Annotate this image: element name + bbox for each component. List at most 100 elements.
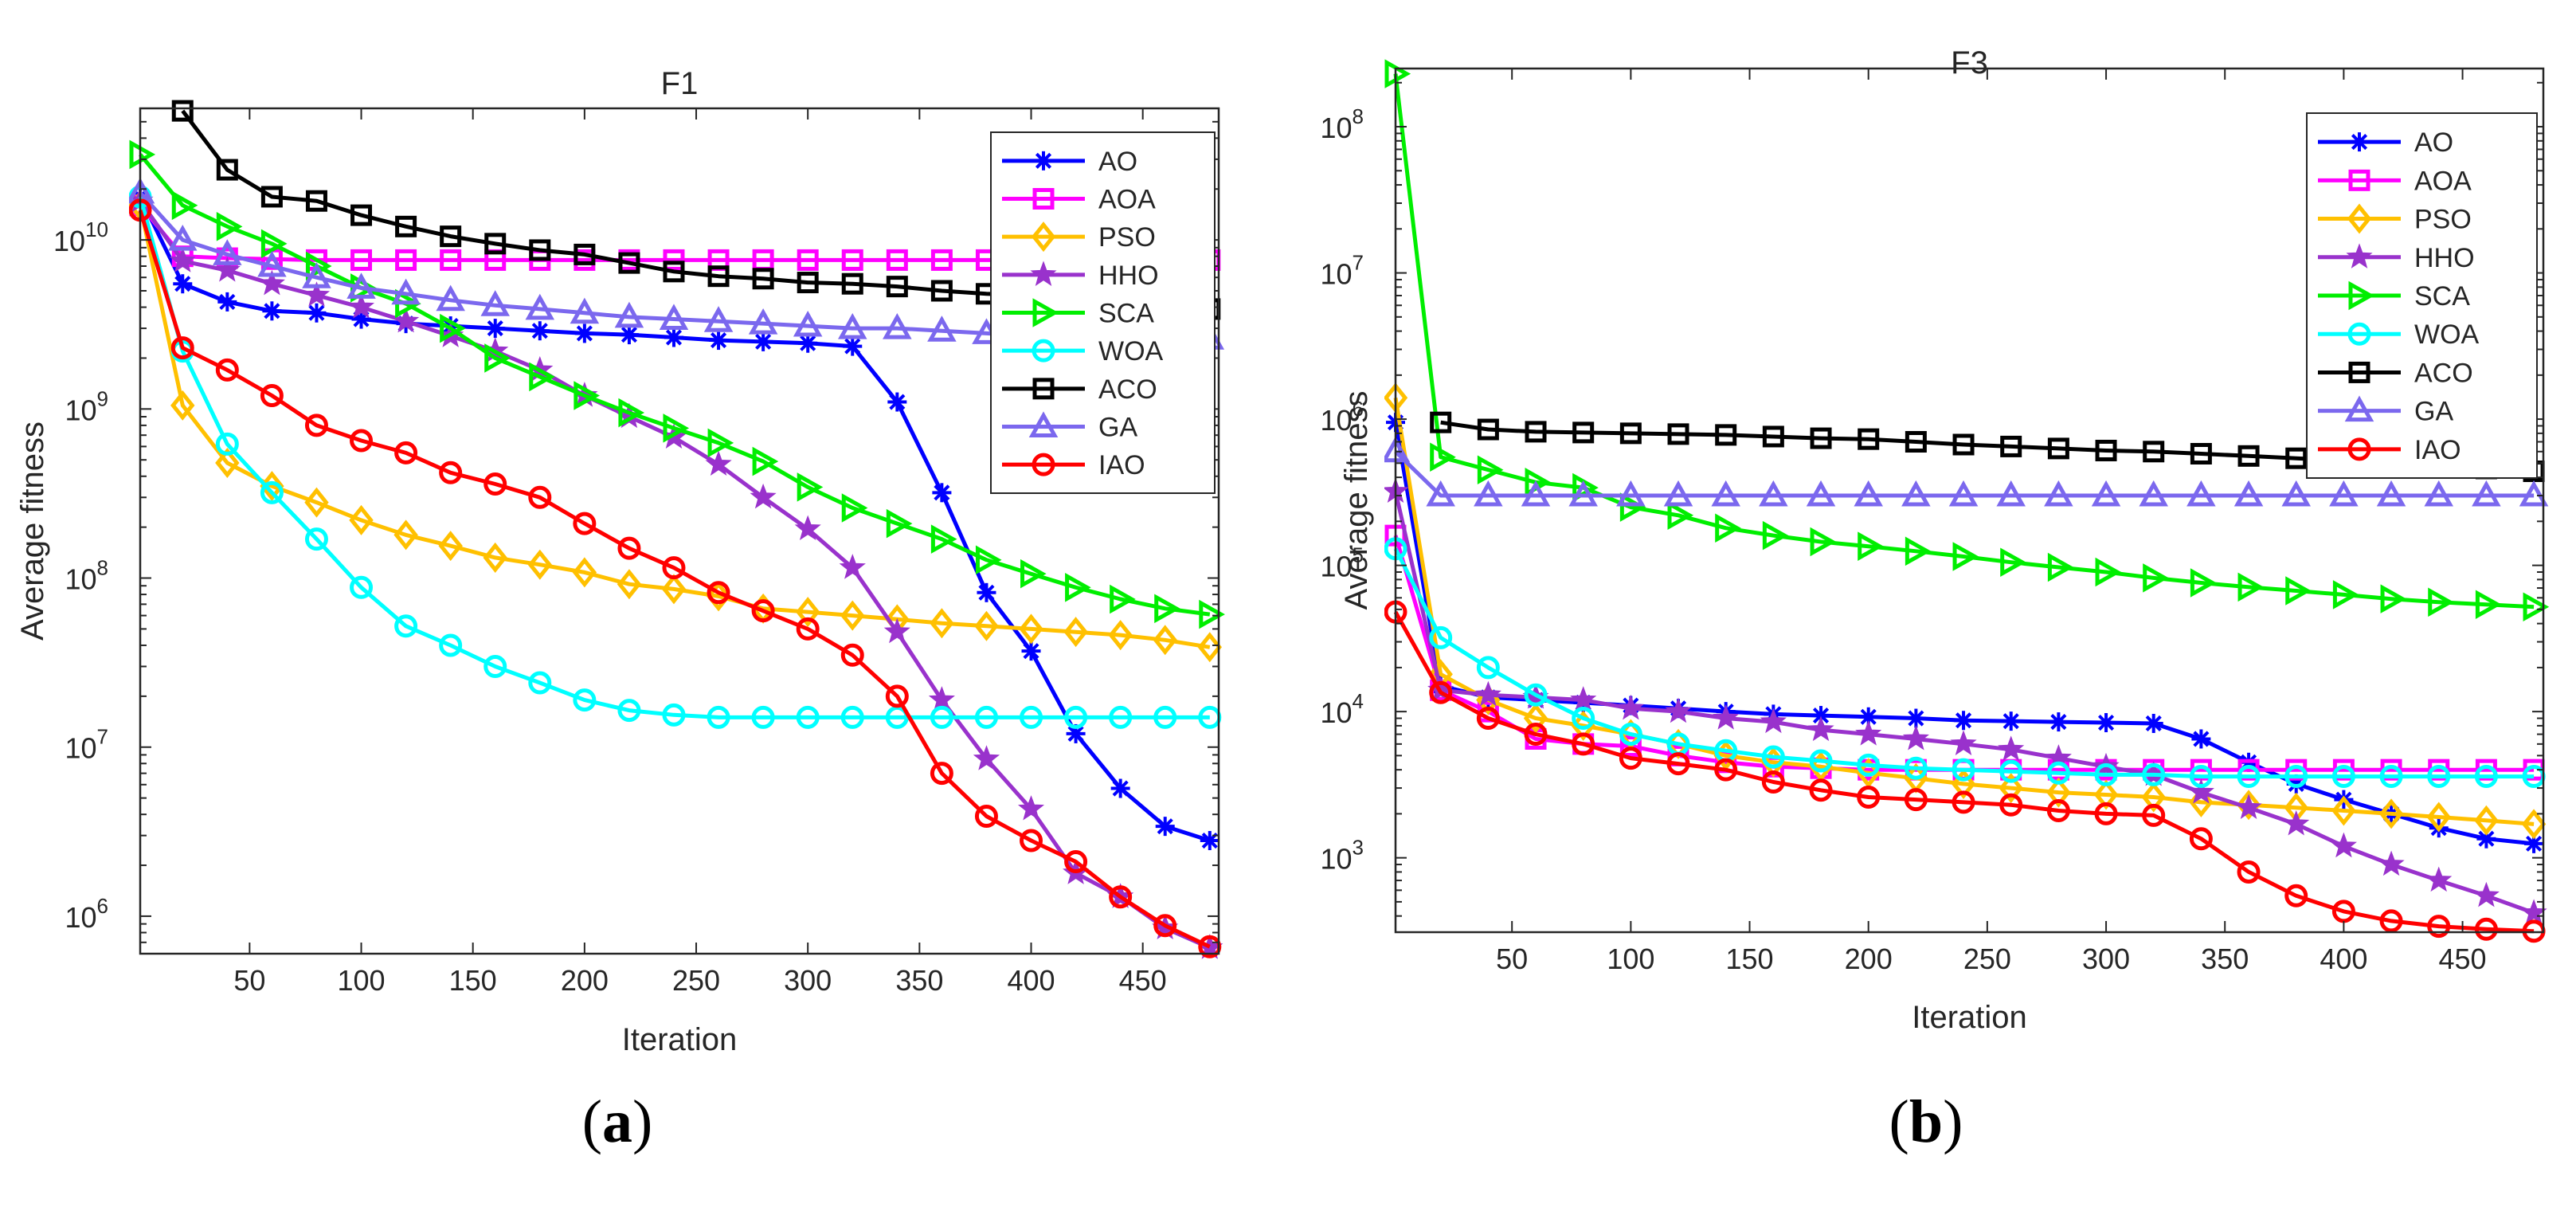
marker-aco (260, 186, 283, 208)
marker-ga (1521, 480, 1551, 507)
marker-sca (1905, 536, 1932, 566)
legend-marker (2344, 395, 2374, 422)
marker-woa (260, 480, 284, 504)
chart-title: F3 (1951, 45, 1988, 80)
marker-sca (1020, 559, 1047, 589)
marker-woa (1020, 705, 1043, 729)
marker-ga (1806, 480, 1836, 507)
marker-iao (2284, 884, 2308, 907)
y-tick-label: 109 (65, 386, 108, 426)
marker-iao (2331, 900, 2355, 923)
marker-iao (1619, 747, 1642, 770)
marker-iao (1572, 732, 1595, 756)
marker-pso (840, 600, 865, 631)
marker-woa (573, 688, 597, 712)
line-woa (1393, 547, 2535, 779)
marker-iao (1524, 723, 1548, 747)
marker-iao (1476, 707, 1500, 731)
legend-label: IAO (2414, 435, 2461, 465)
marker-hho (883, 617, 910, 644)
x-tick-label: 50 (1496, 943, 1528, 975)
line-pso (1393, 397, 2535, 826)
y-tick-label: 108 (1320, 104, 1364, 144)
marker-aco (1762, 425, 1784, 448)
marker-ga (1426, 480, 1455, 507)
marker-woa (2142, 762, 2166, 786)
x-tick-label: 150 (1725, 943, 1773, 975)
marker-iao (2379, 909, 2403, 933)
marker-ga (213, 239, 242, 265)
marker-hho (2378, 850, 2405, 876)
marker-ga (1616, 480, 1646, 507)
marker-hho (928, 686, 955, 711)
legend-marker (2347, 437, 2371, 461)
marker-ga (659, 304, 689, 331)
panel-label-a: (a) (582, 1088, 653, 1155)
marker-aco (305, 190, 327, 212)
marker-sca (2332, 580, 2359, 610)
legend-item-ga: GA (1002, 411, 1137, 443)
marker-woa (1572, 707, 1595, 731)
legend: AO AOA PSO HHO SCA WOA ACO GA IAO (990, 131, 1216, 494)
marker-iao (1714, 758, 1738, 782)
marker-hho (303, 281, 331, 307)
y-tick-label: 1010 (53, 218, 108, 257)
marker-iao (483, 472, 507, 496)
marker-sca (1810, 527, 1837, 557)
marker-iao (2237, 860, 2261, 884)
marker-aoa (350, 249, 373, 271)
marker-woa (2427, 765, 2451, 789)
marker-aco (2237, 445, 2260, 467)
marker-ao (1954, 711, 1974, 731)
marker-hho (794, 515, 821, 541)
marker-woa (796, 705, 820, 729)
marker-woa (1619, 723, 1642, 747)
marker-ga (2376, 480, 2406, 507)
marker-iao (394, 441, 418, 464)
marker-woa (1476, 656, 1500, 680)
legend-item-aoa: AOA (1002, 185, 1156, 215)
x-tick-label: 300 (784, 964, 832, 997)
marker-iao (2046, 799, 2070, 823)
marker-sca (707, 428, 734, 458)
legend-item-hho: HHO (2318, 243, 2475, 273)
marker-woa (215, 432, 239, 456)
line-iao (1393, 610, 2535, 934)
x-tick-label: 100 (337, 964, 385, 997)
marker-sca (1762, 520, 1789, 551)
marker-pso (304, 487, 329, 518)
marker-ga (480, 290, 510, 316)
marker-hho (2283, 809, 2310, 836)
legend-label: IAO (1098, 450, 1145, 480)
marker-pso (1153, 625, 1177, 656)
legend-item-pso: PSO (1002, 221, 1156, 253)
marker-pso (1999, 773, 2023, 804)
marker-ga (1711, 480, 1740, 507)
legend-label: WOA (2414, 319, 2480, 350)
legend-item-pso: PSO (2318, 203, 2472, 235)
marker-ao (2191, 729, 2211, 749)
marker-woa (751, 705, 775, 729)
marker-aco (663, 261, 685, 283)
marker-ao (1200, 831, 1219, 851)
marker-hho (2425, 866, 2453, 892)
marker-woa (1429, 625, 1453, 649)
marker-ga (927, 316, 957, 342)
legend-marker (1032, 453, 1055, 476)
marker-aco (395, 215, 417, 237)
marker-iao (1761, 770, 1785, 794)
line-pso (138, 205, 1211, 649)
x-tick-label: 350 (2201, 943, 2249, 975)
line-woa (138, 196, 1210, 719)
x-tick-label: 250 (672, 964, 720, 997)
marker-aoa (395, 249, 417, 271)
series-ga (1384, 436, 2549, 507)
y-axis-label: Average fitness (15, 421, 50, 641)
marker-pso (1063, 617, 1088, 648)
marker-ao (173, 274, 193, 294)
x-tick-label: 200 (1845, 943, 1893, 975)
y-tick-label: 104 (1320, 689, 1364, 729)
legend-item-sca: SCA (2318, 280, 2470, 312)
x-tick-label: 450 (2439, 943, 2487, 975)
marker-ga (2044, 480, 2073, 507)
